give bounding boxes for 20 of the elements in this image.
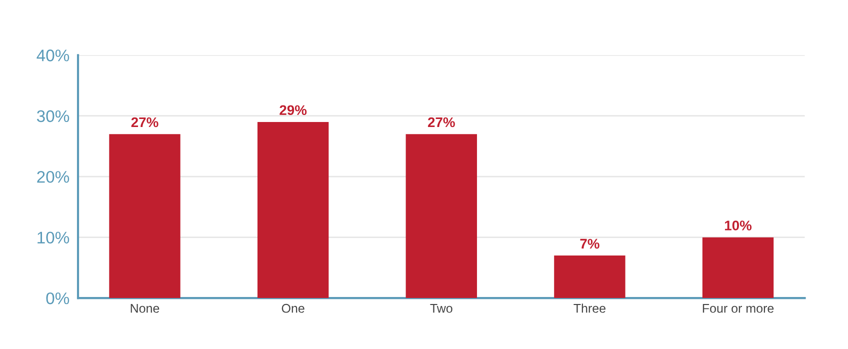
data-label: 27% (131, 117, 158, 128)
x-tick-label: Four or more (702, 304, 774, 313)
x-tick-label: Three (574, 304, 606, 313)
y-tick-label: 10% (38, 232, 70, 244)
data-label: 27% (428, 117, 455, 128)
data-label: 10% (724, 220, 752, 230)
bar (257, 122, 329, 298)
bar (109, 134, 180, 298)
bar (406, 134, 477, 298)
bar (554, 256, 626, 298)
x-tick-label: Two (430, 304, 452, 313)
y-tick-label: 40% (36, 50, 70, 62)
y-tick-label: 20% (37, 170, 70, 183)
data-label: 29% (280, 105, 307, 116)
data-label: 7% (580, 238, 600, 249)
y-tick-label: 0% (46, 292, 70, 304)
x-tick-label: One (282, 304, 304, 313)
bar (702, 237, 774, 298)
y-tick-label: 30% (36, 110, 70, 122)
x-tick-label: None (130, 304, 160, 313)
